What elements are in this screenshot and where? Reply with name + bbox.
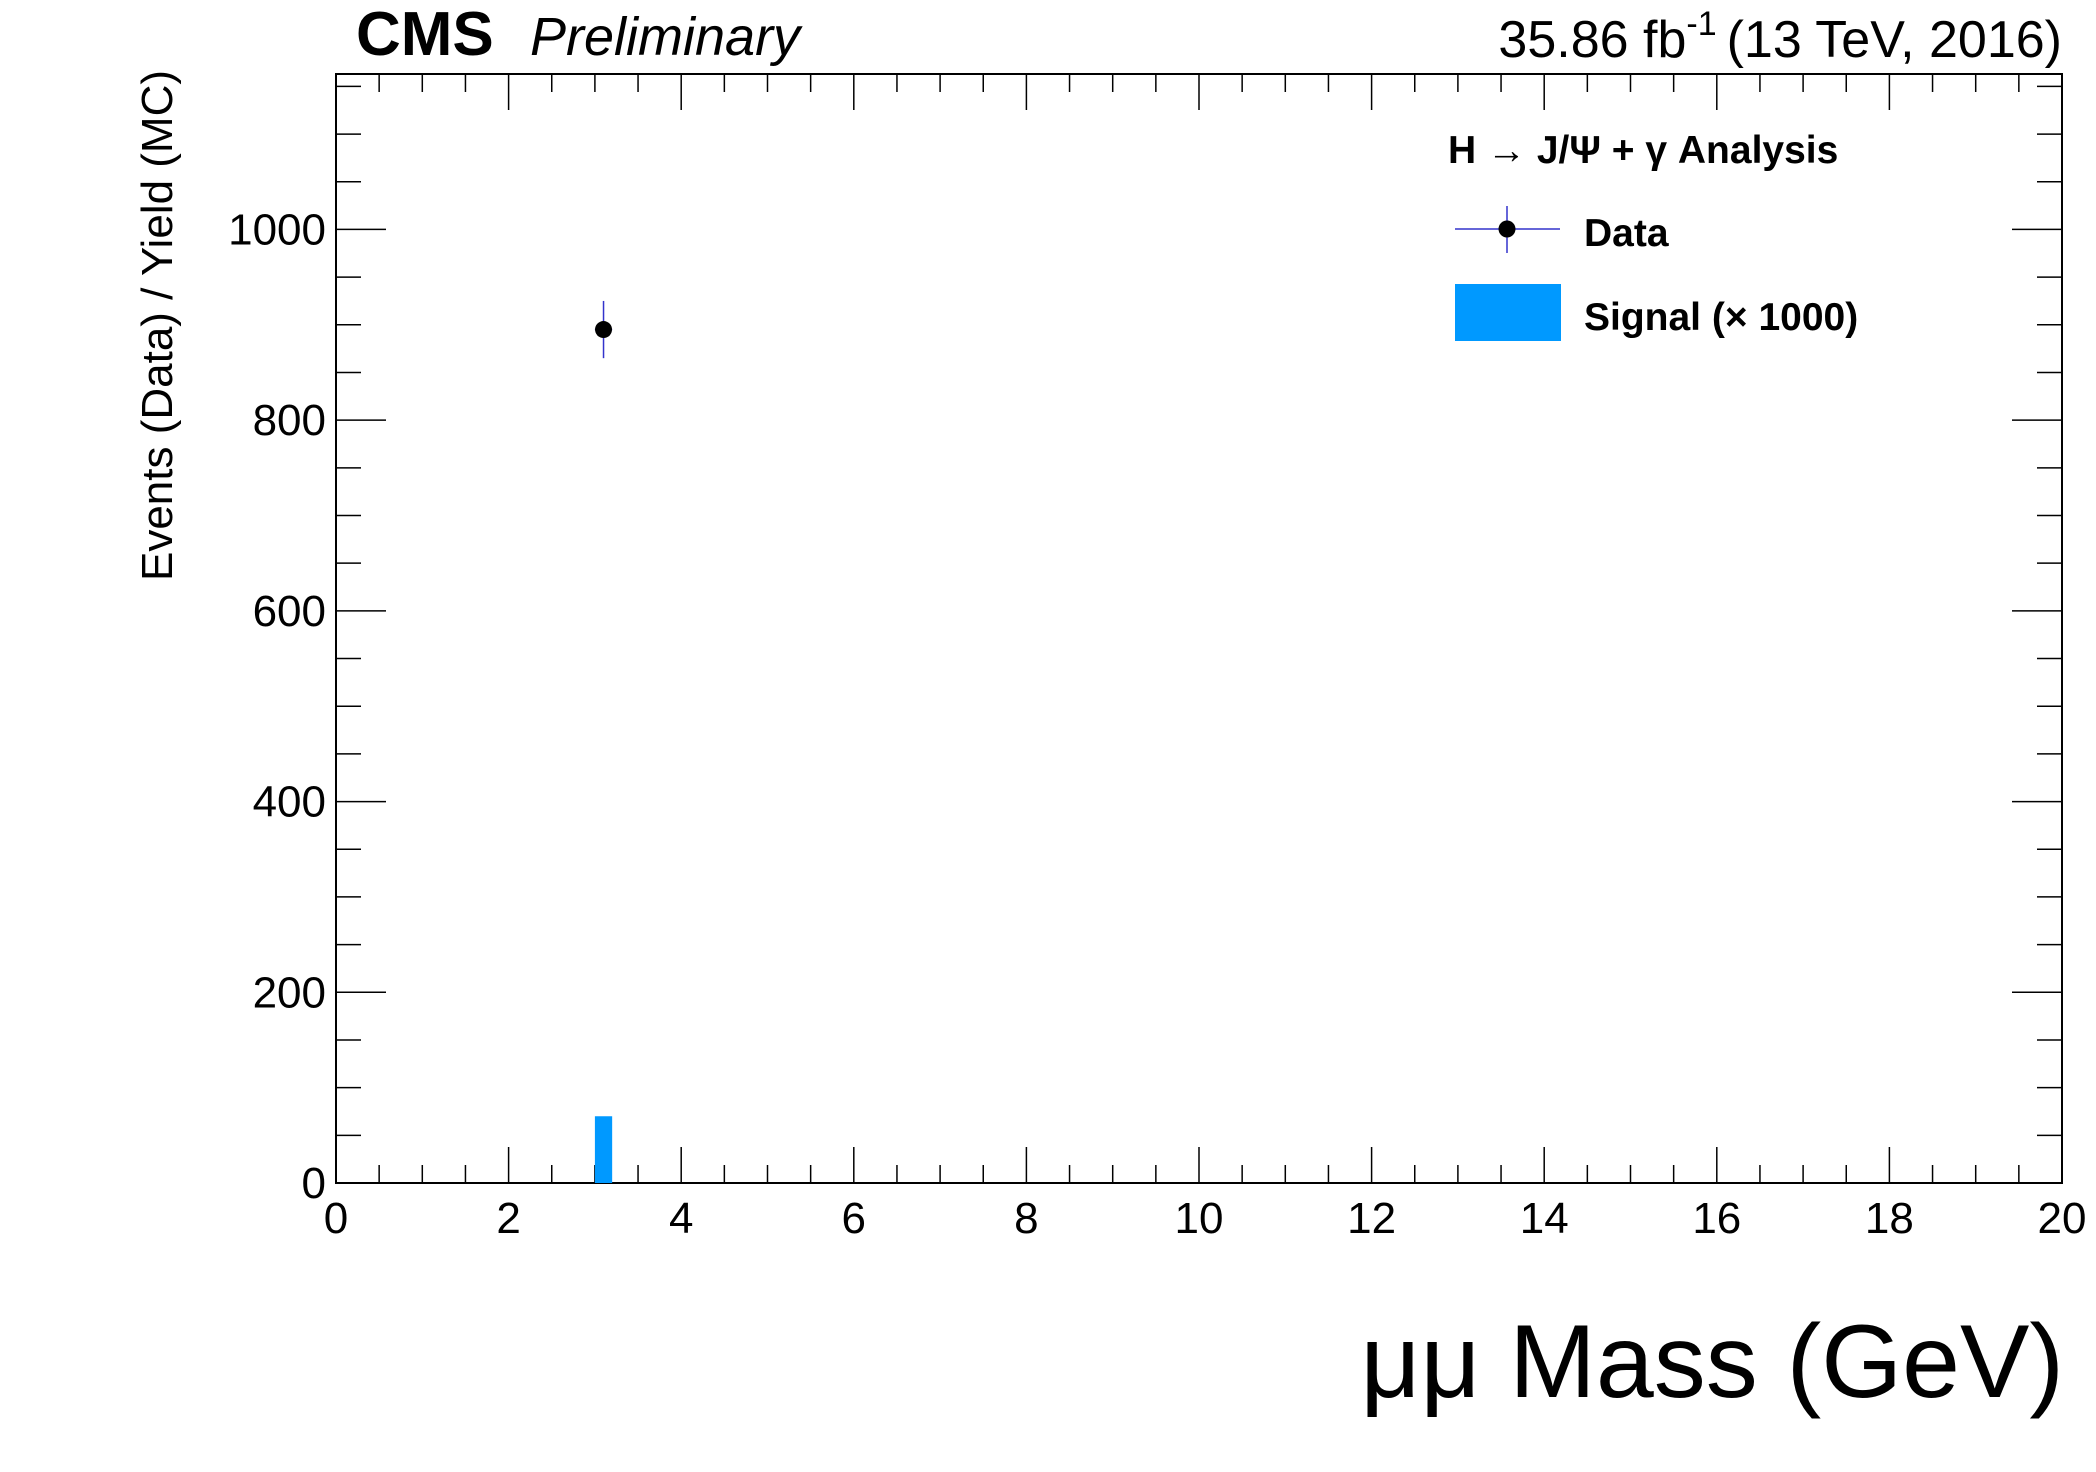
- x-tick-label: 10: [1175, 1194, 1224, 1243]
- x-tick-label: 16: [1692, 1194, 1741, 1243]
- y-tick-label: 400: [253, 778, 326, 827]
- x-tick-label: 14: [1520, 1194, 1569, 1243]
- x-tick-label: 6: [842, 1194, 866, 1243]
- x-tick-label: 4: [669, 1194, 693, 1243]
- y-tick-label: 800: [253, 396, 326, 445]
- legend-entry-signal: Signal (× 1000): [1455, 284, 1858, 341]
- data-point: [595, 321, 613, 339]
- x-tick-label: 2: [496, 1194, 520, 1243]
- x-tick-label: 18: [1865, 1194, 1914, 1243]
- x-tick-label: 12: [1347, 1194, 1396, 1243]
- x-axis-title: μμ Mass (GeV): [1361, 1304, 2064, 1420]
- axis-ticks: [335, 74, 2063, 1184]
- status-label: Preliminary: [530, 7, 803, 67]
- plot-frame: [335, 73, 2063, 1184]
- signal-bar: [594, 1116, 613, 1183]
- legend-title: H → J/Ψ + γ Analysis: [1448, 129, 1838, 172]
- legend-signal-label: Signal (× 1000): [1584, 296, 1858, 339]
- x-tick-labels: 0 2 4 6 8 10 12 14 16 18 20: [324, 1194, 2087, 1243]
- energy-label: (13 TeV, 2016): [1727, 11, 2062, 69]
- luminosity-label: 35.86 fb-1 (13 TeV, 2016): [1498, 5, 2062, 69]
- x-tick-label: 8: [1014, 1194, 1038, 1243]
- x-tick-label: 0: [324, 1194, 348, 1243]
- y-axis-title: Events (Data) / Yield (MC): [133, 70, 182, 581]
- legend-entry-data: Data: [1455, 206, 1669, 255]
- y-tick-label: 600: [253, 587, 326, 636]
- x-tick-label: 20: [2038, 1194, 2087, 1243]
- y-tick-label: 200: [253, 968, 326, 1017]
- legend: H → J/Ψ + γ Analysis Data Signal (× 1000…: [1448, 129, 1858, 341]
- legend-signal-swatch: [1455, 284, 1561, 341]
- y-tick-labels: 0 200 400 600 800 1000: [228, 205, 326, 1208]
- experiment-label: CMS: [356, 0, 494, 69]
- y-tick-label: 1000: [228, 205, 326, 254]
- legend-data-label: Data: [1584, 212, 1669, 255]
- y-tick-label: 0: [302, 1159, 326, 1208]
- legend-data-marker: [1498, 220, 1516, 238]
- luminosity-exponent: -1: [1686, 5, 1716, 43]
- data-marks: [594, 300, 613, 1183]
- luminosity-value: 35.86 fb: [1498, 11, 1686, 69]
